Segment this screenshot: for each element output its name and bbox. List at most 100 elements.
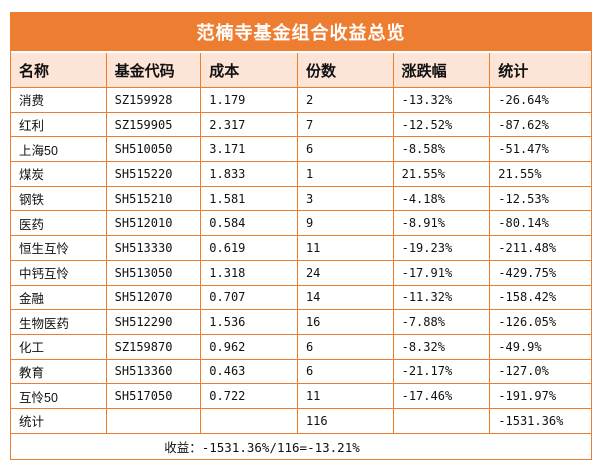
- cell-change: -19.23%: [394, 236, 491, 260]
- cell-name: 中钙互怜: [11, 260, 107, 285]
- table-row: 煤炭 SH515220 1.833 1 21.55% 21.55%: [11, 162, 591, 187]
- cell-change: -8.32%: [394, 334, 491, 359]
- cell-code: SH510050: [107, 137, 202, 162]
- totals-cell-shares: 116: [298, 408, 394, 433]
- cell-change: -17.91%: [394, 260, 491, 285]
- totals-cell-change: [394, 408, 491, 433]
- cell-stat: -191.97%: [498, 389, 557, 404]
- cell-code: SH512010: [107, 211, 202, 236]
- cell-code: SH512290: [107, 310, 202, 334]
- header-cell-name: 名称: [11, 53, 107, 87]
- cell-stat: -51.47%: [498, 142, 549, 157]
- cell-change: -7.88%: [394, 310, 491, 334]
- table-body: 消费 SZ159928 1.179 2 -13.32% -26.64% 红利 SZ159905…: [11, 88, 591, 409]
- header-cell-cost: 成本: [201, 53, 298, 87]
- cell-cost: 3.171: [201, 137, 298, 162]
- header-cell-shares: 份数: [298, 53, 394, 87]
- cell-shares: 14: [298, 285, 394, 310]
- cell-cost: 2.317: [201, 112, 298, 137]
- cell-name: 教育: [11, 359, 107, 384]
- table-row: 红利 SZ159905 2.317 7 -12.52% -87.62%: [11, 112, 591, 138]
- cell-change: -8.91%: [394, 211, 491, 236]
- cell-name: 互怜50: [11, 384, 107, 408]
- table-row: 金融 SH512070 0.707 14 -11.32% -158.42%: [11, 285, 591, 311]
- cell-code: SH512070: [107, 285, 202, 310]
- cell-code: SZ159928: [107, 88, 202, 112]
- fund-overview-table: 范楠寺基金组合收益总览 名称 基金代码 成本 份数 涨跌幅 统计 消费 SZ159928 1.…: [10, 12, 592, 460]
- cell-change: -13.32%: [394, 88, 491, 112]
- cell-name: 煤炭: [11, 162, 107, 186]
- cell-name: 医药: [11, 211, 107, 236]
- table-row: 恒生互怜 SH513330 0.619 11 -19.23% -211.48%: [11, 236, 591, 261]
- cell-cost: 1.833: [201, 162, 298, 186]
- table-row: 消费 SZ159928 1.179 2 -13.32% -26.64%: [11, 88, 591, 113]
- header-cell-code: 基金代码: [107, 53, 202, 87]
- cell-code: SZ159870: [107, 334, 202, 359]
- cell-code: SH513330: [107, 236, 202, 260]
- cell-stat: -158.42%: [498, 290, 557, 305]
- cell-code: SH515220: [107, 162, 202, 186]
- table-title: 范楠寺基金组合收益总览: [11, 12, 591, 53]
- cell-change: -17.46%: [394, 384, 491, 408]
- cell-name: 化工: [11, 334, 107, 359]
- cell-shares: 9: [298, 211, 394, 236]
- cell-shares: 1: [298, 162, 394, 186]
- cell-cost: 1.318: [201, 260, 298, 285]
- cell-cost: 0.584: [201, 211, 298, 236]
- cell-stat: 21.55%: [498, 166, 542, 181]
- cell-shares: 11: [298, 236, 394, 260]
- cell-stat: -87.62%: [498, 117, 549, 132]
- cell-change: -11.32%: [394, 285, 491, 310]
- cell-cost: 0.707: [201, 285, 298, 310]
- cell-shares: 11: [298, 384, 394, 408]
- cell-change: -4.18%: [394, 186, 491, 211]
- totals-cell-cost: [201, 408, 298, 433]
- cell-shares: 16: [298, 310, 394, 334]
- cell-name: 生物医药: [11, 310, 107, 334]
- cell-shares: 7: [298, 112, 394, 137]
- summary-text: 收益：-1531.36%/116=-13.21%: [164, 439, 360, 455]
- cell-stat: -12.53%: [498, 191, 549, 206]
- cell-shares: 2: [298, 88, 394, 112]
- cell-cost: 1.179: [201, 88, 298, 112]
- cell-shares: 6: [298, 137, 394, 162]
- header-cell-stat: 统计: [498, 62, 529, 80]
- cell-shares: 6: [298, 334, 394, 359]
- cell-cost: 1.536: [201, 310, 298, 334]
- cell-name: 红利: [11, 112, 107, 137]
- cell-change: -12.52%: [394, 112, 491, 137]
- totals-row: 统计 116 -1531.36%: [11, 408, 591, 434]
- table-row: 中钙互怜 SH513050 1.318 24 -17.91% -429.75%: [11, 260, 591, 286]
- table-row: 钢铁 SH515210 1.581 3 -4.18% -12.53%: [11, 186, 591, 212]
- header-row: 名称 基金代码 成本 份数 涨跌幅 统计: [11, 53, 591, 88]
- cell-change: 21.55%: [394, 162, 491, 186]
- table-row: 教育 SH513360 0.463 6 -21.17% -127.0%: [11, 359, 591, 385]
- totals-cell-stat: -1531.36%: [498, 413, 564, 428]
- cell-name: 上海50: [11, 137, 107, 162]
- cell-name: 恒生互怜: [11, 236, 107, 260]
- cell-code: SZ159905: [107, 112, 202, 137]
- totals-cell-name: 统计: [11, 408, 107, 433]
- cell-cost: 1.581: [201, 186, 298, 211]
- cell-cost: 0.722: [201, 384, 298, 408]
- cell-code: SH515210: [107, 186, 202, 211]
- cell-shares: 3: [298, 186, 394, 211]
- totals-cell-code: [107, 408, 202, 433]
- cell-stat: -49.9%: [498, 339, 542, 354]
- cell-cost: 0.619: [201, 236, 298, 260]
- table-row: 生物医药 SH512290 1.536 16 -7.88% -126.05%: [11, 310, 591, 335]
- cell-cost: 0.463: [201, 359, 298, 384]
- header-cell-change: 涨跌幅: [394, 53, 491, 87]
- table-row: 互怜50 SH517050 0.722 11 -17.46% -191.97%: [11, 384, 591, 409]
- table-row: 上海50 SH510050 3.171 6 -8.58% -51.47%: [11, 137, 591, 163]
- cell-change: -21.17%: [394, 359, 491, 384]
- cell-stat: -80.14%: [498, 216, 549, 231]
- table-row: 化工 SZ159870 0.962 6 -8.32% -49.9%: [11, 334, 591, 360]
- cell-code: SH517050: [107, 384, 202, 408]
- cell-cost: 0.962: [201, 334, 298, 359]
- cell-stat: -429.75%: [498, 265, 557, 280]
- cell-stat: -127.0%: [498, 364, 549, 379]
- cell-name: 钢铁: [11, 186, 107, 211]
- summary-row: 收益：-1531.36%/116=-13.21%: [11, 433, 591, 460]
- cell-code: SH513360: [107, 359, 202, 384]
